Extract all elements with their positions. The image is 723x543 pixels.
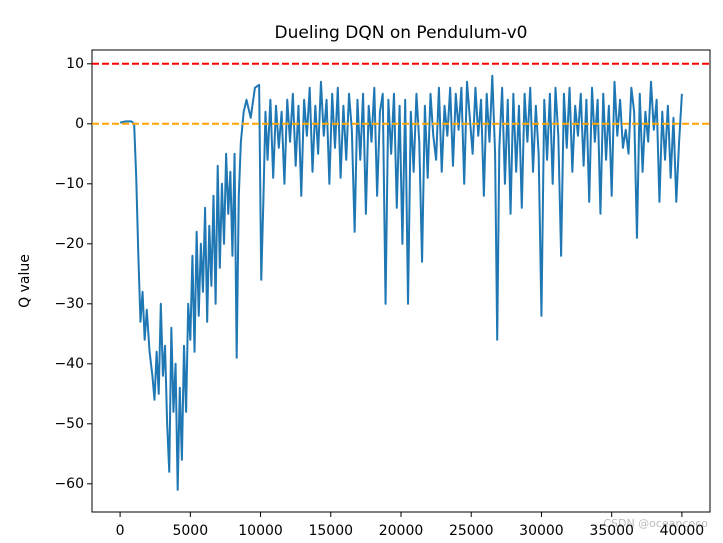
x-tick-label: 20000	[379, 523, 424, 539]
x-tick-label: 5000	[172, 523, 208, 539]
y-tick-label: −20	[54, 236, 84, 252]
y-tick-label: −40	[54, 356, 84, 372]
chart-title: Dueling DQN on Pendulum-v0	[275, 23, 528, 43]
watermark: CSDN @oceancoco	[603, 517, 708, 530]
x-tick-label: 40000	[660, 523, 705, 539]
y-axis-label: Q value	[17, 254, 33, 308]
x-tick-label: 25000	[449, 523, 494, 539]
y-tick-label: −30	[54, 296, 84, 312]
data-line	[119, 74, 683, 491]
y-tick-label: 0	[75, 116, 84, 132]
x-tick-label: 35000	[589, 523, 634, 539]
y-tick-label: −50	[54, 416, 84, 432]
x-tick-label: 0	[116, 523, 125, 539]
y-tick-label: −60	[54, 476, 84, 492]
x-tick-label: 10000	[238, 523, 283, 539]
y-tick-label: 10	[66, 56, 84, 72]
y-tick-label: −10	[54, 176, 84, 192]
x-tick-label: 30000	[519, 523, 564, 539]
x-tick-label: 15000	[308, 523, 353, 539]
